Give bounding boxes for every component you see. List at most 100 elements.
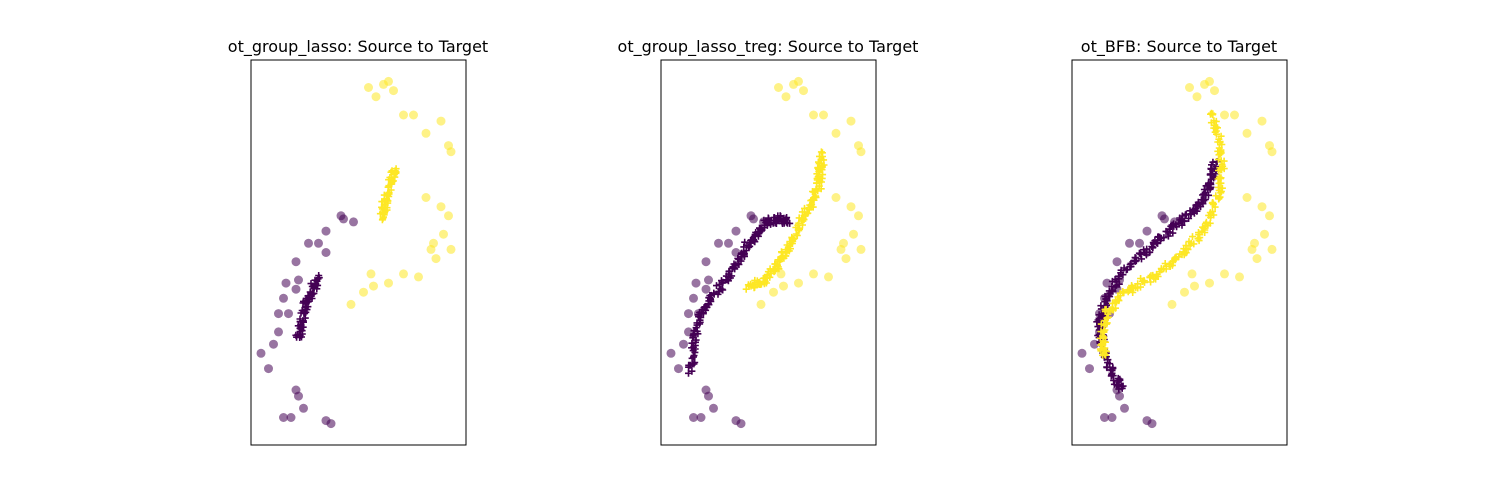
chart-3-class1-point-3 — [1210, 86, 1219, 96]
chart-3-class1-transported-82 — [1150, 274, 1158, 282]
chart-2-class1-point-7 — [831, 128, 841, 138]
chart-2-class1-transported-117 — [812, 193, 820, 201]
chart-3-class0-transported-104 — [1127, 263, 1135, 271]
chart-2-class1-point-5 — [809, 110, 818, 120]
chart-2-class1-point-8 — [846, 116, 856, 126]
chart-3-class1-transported-23 — [1100, 327, 1108, 335]
chart-3-class1-point-19 — [1235, 272, 1244, 282]
chart-1-class1-point-23 — [359, 287, 368, 297]
chart-2-class0-transported-5 — [686, 361, 694, 369]
chart-3-class1-transported-139 — [1209, 207, 1216, 215]
chart-2-class1-point-4 — [794, 76, 803, 86]
subplot-1-axes-frame — [250, 59, 467, 446]
chart-2-class0-point-2 — [749, 214, 758, 224]
chart-3-class1-point-13 — [1265, 211, 1274, 221]
chart-3-class0-point-22 — [1107, 413, 1117, 422]
chart-1-class1-point-12 — [436, 202, 446, 212]
chart-2-class0-transported-178 — [781, 217, 789, 224]
chart-3-class1-transported-52 — [1115, 297, 1123, 305]
chart-1-class0-point-5 — [321, 248, 331, 257]
chart-2-class1-point-14 — [849, 229, 858, 239]
chart-1-class0-point-24 — [326, 419, 336, 429]
chart-3-class1-point-14 — [1260, 229, 1269, 239]
chart-1-class1-point-0 — [364, 83, 373, 92]
subplot-3: ot_BFB: Source to Target — [1071, 37, 1288, 446]
chart-3-class1-transported-18 — [1099, 332, 1107, 340]
chart-1-class0-point-22 — [286, 413, 296, 422]
subplot-3-title: ot_BFB: Source to Target — [1081, 37, 1277, 57]
chart-3-class1-transported-128 — [1200, 225, 1208, 232]
chart-3-class1-transported-132 — [1202, 218, 1210, 226]
chart-1-class0-transported-56 — [308, 289, 316, 297]
chart-3-class1-point-22 — [1190, 281, 1199, 291]
chart-2-class1-transported-79 — [793, 232, 801, 239]
chart-3-class1-point-6 — [1230, 110, 1239, 120]
chart-2-class1-point-3 — [799, 86, 808, 96]
chart-2-class1-transported-66 — [782, 246, 790, 254]
chart-3-class1-transported-182 — [1215, 135, 1223, 143]
chart-1-class1-point-25 — [346, 299, 356, 309]
chart-2-class0-transported-2 — [688, 367, 696, 375]
chart-2-class0-point-24 — [736, 419, 746, 429]
chart-3-class1-transported-175 — [1214, 147, 1222, 155]
chart-3-class0-point-20 — [1100, 413, 1109, 422]
chart-2-class1-point-19 — [824, 272, 833, 282]
chart-3-class1-transported-143 — [1209, 200, 1217, 208]
chart-2-class1-point-10 — [856, 147, 866, 157]
chart-3-class1-point-12 — [1257, 202, 1267, 212]
chart-2-class0-point-21 — [709, 403, 718, 413]
chart-1-class0-point-3 — [321, 226, 331, 236]
subplot-1-title: ot_group_lasso: Source to Target — [228, 37, 488, 57]
chart-2-class1-point-6 — [819, 110, 828, 120]
chart-1-class0-transported-50 — [304, 292, 312, 300]
chart-3-class1-point-7 — [1242, 128, 1252, 138]
chart-1-class0-point-7 — [291, 257, 301, 267]
chart-3-class0-transported-156 — [1185, 215, 1193, 222]
chart-1-class0-point-13 — [284, 309, 293, 319]
chart-3-class0-transported-118 — [1143, 245, 1151, 253]
chart-3-class0-transported-213 — [1212, 163, 1220, 171]
chart-2-class0-transported-70 — [718, 279, 726, 287]
chart-3-class0-point-17 — [1085, 364, 1094, 374]
chart-3-class0-transported-101 — [1122, 266, 1130, 274]
chart-3-class0-transported-132 — [1160, 234, 1168, 242]
chart-3-class0-transported-137 — [1164, 228, 1171, 236]
chart-2-class1-point-25 — [756, 299, 766, 309]
chart-2-class0-point-6 — [714, 238, 723, 248]
chart-3-class1-transported-103 — [1175, 253, 1183, 261]
chart-3-class0-transported-155 — [1180, 217, 1188, 225]
chart-3-class1-point-18 — [1252, 254, 1262, 264]
chart-1-class0-point-8 — [294, 275, 303, 285]
chart-2-class1-point-16 — [836, 244, 846, 254]
chart-2-class1-point-12 — [846, 202, 856, 212]
chart-2-class1-transported-78 — [790, 235, 798, 243]
chart-3-class1-point-17 — [1267, 244, 1277, 254]
chart-1-class0-transported-71 — [314, 275, 322, 283]
chart-3-class1-transported-159 — [1215, 173, 1223, 181]
subplot-2-axes-frame — [660, 59, 877, 446]
chart-2-class0-point-15 — [679, 339, 688, 349]
chart-3-class0-transported-86 — [1111, 283, 1119, 291]
chart-2-class0-point-22 — [696, 413, 706, 422]
chart-3-class1-transported-111 — [1184, 245, 1192, 253]
chart-2-class0-point-10 — [691, 278, 701, 288]
chart-3-class1-transported-69 — [1134, 280, 1142, 288]
subplot-2-title: ot_group_lasso_treg: Source to Target — [618, 37, 919, 57]
chart-2-class0-transported-93 — [734, 254, 742, 262]
chart-2-class1-transported-33 — [763, 274, 771, 282]
chart-1-class1-point-8 — [436, 116, 446, 126]
chart-1-class0-point-6 — [304, 238, 313, 248]
chart-3-class1-point-20 — [1220, 269, 1229, 279]
chart-3-class0-point-6 — [1125, 238, 1134, 248]
chart-2-class0-point-12 — [684, 309, 693, 319]
chart-1-class0-point-11 — [279, 293, 288, 303]
subplot-2-marks — [666, 76, 866, 429]
chart-2-class1-transported-9 — [750, 282, 758, 290]
chart-2-class0-transported-28 — [691, 327, 699, 335]
chart-3-class0-point-7 — [1112, 257, 1122, 267]
chart-1-class0-point-15 — [269, 339, 278, 349]
chart-3-class1-transported-163 — [1216, 166, 1224, 174]
chart-3-class0-point-3 — [1142, 226, 1152, 236]
chart-3-class1-transported-114 — [1186, 241, 1194, 249]
chart-1-class0-point-9 — [291, 284, 301, 294]
